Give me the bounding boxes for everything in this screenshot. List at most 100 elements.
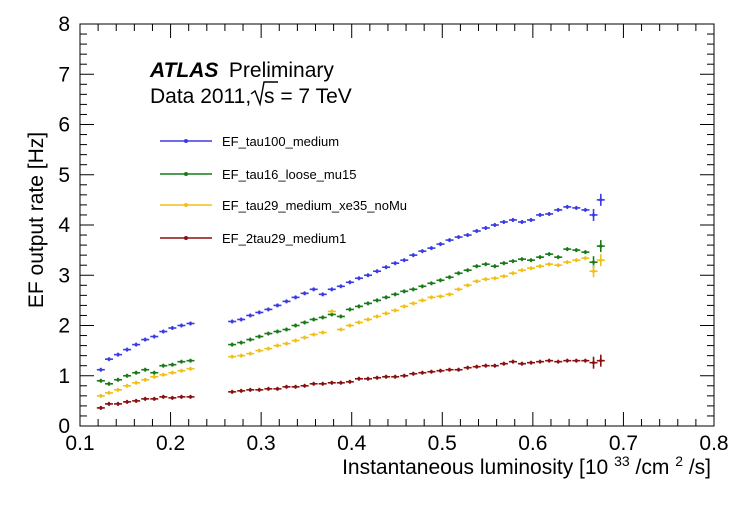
data-point [472,279,481,284]
data-point [177,359,186,364]
data-point [318,315,327,320]
data-point [554,255,563,260]
x-tick-label: 0.8 [699,432,728,455]
data-point [309,381,318,386]
data-point [255,387,264,392]
data-point [427,295,436,300]
legend: EF_tau100_medium EF_tau16_loose_mu15 EF_ta… [160,134,407,246]
data-point [273,329,282,334]
data-point [228,342,237,347]
data-point [445,238,454,243]
data-point [186,358,195,363]
data-point [545,211,554,216]
data-point [364,273,373,278]
data-point [572,205,581,210]
data-point [581,250,590,255]
data-point [327,287,336,292]
x-tick-label: 0.6 [518,432,547,455]
data-point [237,353,246,358]
series-3 [96,354,605,410]
data-point [545,358,554,363]
data-point [354,376,363,381]
data-point [436,278,445,283]
data-point [96,393,105,398]
data-point [159,363,168,368]
legend-label: EF_2tau29_medium1 [222,231,346,246]
data-point [545,252,554,257]
data-point [354,276,363,281]
data-point [536,359,545,364]
data-point [282,341,291,346]
data-point [596,193,605,206]
data-point [123,399,132,404]
data-point [527,360,536,365]
data-point [596,254,605,267]
data-point [490,223,499,227]
data-point [409,253,418,258]
data-point [309,317,318,322]
data-point [373,298,382,303]
data-point [104,381,113,386]
data-point [563,358,572,363]
data-point [327,309,336,314]
data-point [273,303,282,308]
data-point [327,312,336,317]
data-point [554,207,563,212]
data-point [309,287,318,292]
series-layer [96,193,605,410]
data-point [382,311,391,316]
x-axis-title-end: /s] [689,456,711,479]
data-point [264,307,273,312]
data-point [554,263,563,268]
data-point [141,377,150,382]
y-tick-label: 4 [58,214,70,237]
axis-ticks [79,23,715,427]
data-point [382,295,391,300]
data-point [481,363,490,368]
data-point [436,294,445,299]
data-point [391,374,400,379]
data-point [177,368,186,373]
data-point [499,361,508,366]
legend-marker [184,139,188,143]
data-point [345,323,354,328]
data-point [186,394,195,399]
data-point [400,373,409,378]
data-point [454,367,463,372]
data-point [168,362,177,367]
y-tick-label: 7 [58,63,70,86]
data-point [114,387,123,392]
data-point [282,327,291,332]
x-axis-title: Instantaneous luminosity [10 33 /cm 2 /s… [342,448,711,479]
data-point [454,271,463,276]
data-point [96,405,105,410]
data-point [472,229,481,234]
data-point [282,384,291,389]
data-point [463,283,472,288]
data-point [400,289,409,294]
data-point [345,280,354,285]
data-point [177,394,186,399]
data-point [508,259,517,264]
data-point [336,314,345,319]
data-point [159,329,168,334]
data-point [273,386,282,391]
data-point [563,204,572,209]
data-point [132,370,141,375]
data-point [373,269,382,274]
data-point [572,358,581,363]
data-point [123,383,132,388]
data-point [228,354,237,359]
data-point [418,249,427,254]
data-point [581,207,590,212]
data-point [508,359,517,364]
data-point [409,287,418,292]
data-point [345,379,354,384]
data-point [114,352,123,357]
data-point [527,258,536,263]
data-point [472,264,481,269]
data-point [123,347,132,352]
data-point [336,327,345,332]
data-point [291,295,300,300]
data-point [246,313,255,318]
